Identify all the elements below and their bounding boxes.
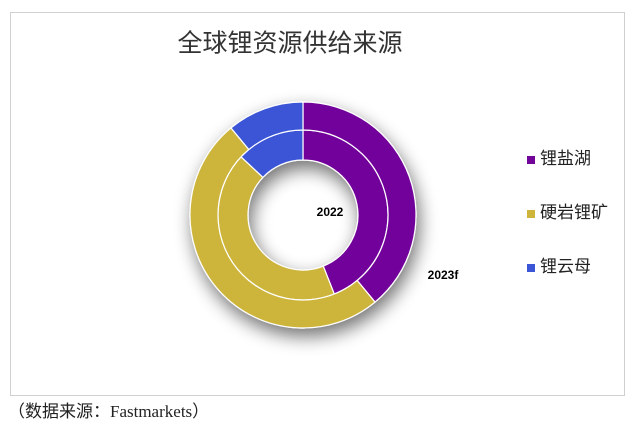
legend-label: 锂云母 (540, 257, 591, 276)
chart-frame (10, 12, 625, 396)
source-note: （数据来源：Fastmarkets） (8, 402, 209, 421)
legend-swatch (527, 264, 535, 272)
chart-title: 全球锂资源供给来源 (177, 30, 402, 58)
ring-label: 2022 (317, 205, 344, 219)
donut-segment (230, 101, 304, 151)
legend-swatch (527, 156, 535, 164)
legend-label: 锂盐湖 (540, 149, 591, 168)
donut-segment (189, 127, 376, 329)
ring-label: 2023f (428, 268, 460, 282)
legend-swatch (527, 210, 535, 218)
donut (189, 101, 417, 329)
legend-label: 硬岩锂矿 (540, 203, 608, 222)
